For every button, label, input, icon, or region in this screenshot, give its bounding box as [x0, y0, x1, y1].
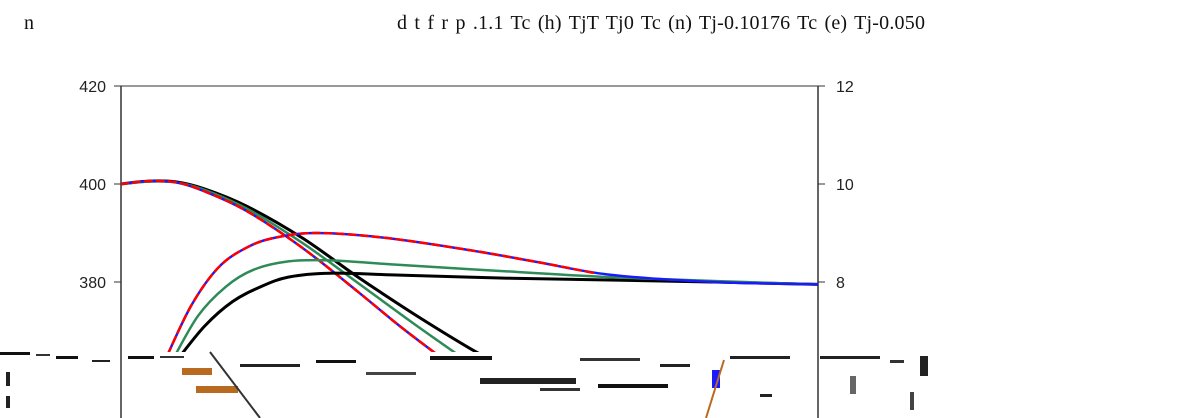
- scan-noise-mark: [182, 368, 212, 375]
- scan-noise-mark: [760, 394, 772, 397]
- scan-noise-mark: [6, 372, 10, 386]
- right-tick-label: 12: [836, 79, 854, 96]
- scan-noise-mark: [160, 356, 184, 358]
- scan-noise-mark: [92, 360, 110, 362]
- series-line-4: [121, 179, 436, 352]
- right-tick-label: 8: [836, 275, 845, 292]
- scan-noise-mark: [128, 356, 154, 359]
- left-tick-label: 420: [79, 79, 106, 96]
- header-right-text: d t f r p .1.1 Tc (h) TjT Tj0 Tc (n) Tj-…: [397, 12, 926, 34]
- scan-noise-mark: [660, 364, 690, 367]
- scan-noise-mark: [890, 360, 904, 363]
- scan-noise-mark: [705, 359, 725, 418]
- left-tick-label: 400: [79, 177, 106, 194]
- series-line-6: [175, 258, 818, 352]
- scan-noise-mark: [820, 356, 880, 359]
- scan-noise-mark: [580, 358, 640, 361]
- series-line-7: [167, 231, 818, 352]
- scan-noise-mark: [540, 388, 580, 391]
- chart-ticks: 420 400 380 12 10 8: [79, 79, 854, 292]
- right-tick-label: 10: [836, 177, 854, 194]
- scan-noise-mark: [316, 360, 356, 363]
- scan-noise-mark: [598, 384, 668, 388]
- scan-noise-mark: [712, 370, 720, 388]
- scan-noise-mark: [0, 352, 30, 355]
- chart-axes: [120, 85, 819, 418]
- scan-noise-mark: [920, 356, 928, 376]
- left-tick-label: 380: [79, 275, 106, 292]
- scan-noise-mark: [196, 386, 238, 393]
- scan-noise-mark: [36, 354, 50, 356]
- scan-noise-mark: [209, 351, 261, 418]
- header-left-text: n: [24, 12, 35, 34]
- scan-noise-mark: [910, 392, 914, 410]
- chart-series-group: [121, 179, 818, 352]
- series-line-2: [121, 180, 457, 352]
- series-line-3: [121, 179, 436, 352]
- scan-noise-mark: [56, 356, 78, 359]
- series-line-5: [181, 271, 818, 352]
- scan-noise-mark: [6, 396, 10, 408]
- scan-noise-mark: [240, 364, 300, 367]
- scan-noise-mark: [430, 356, 492, 360]
- scan-noise-mark: [850, 376, 856, 394]
- scan-noise-mark: [366, 372, 416, 375]
- scan-noise: [0, 351, 928, 418]
- series-line-8: [167, 231, 597, 352]
- scan-noise-mark: [480, 378, 576, 384]
- scan-noise-mark: [730, 356, 790, 359]
